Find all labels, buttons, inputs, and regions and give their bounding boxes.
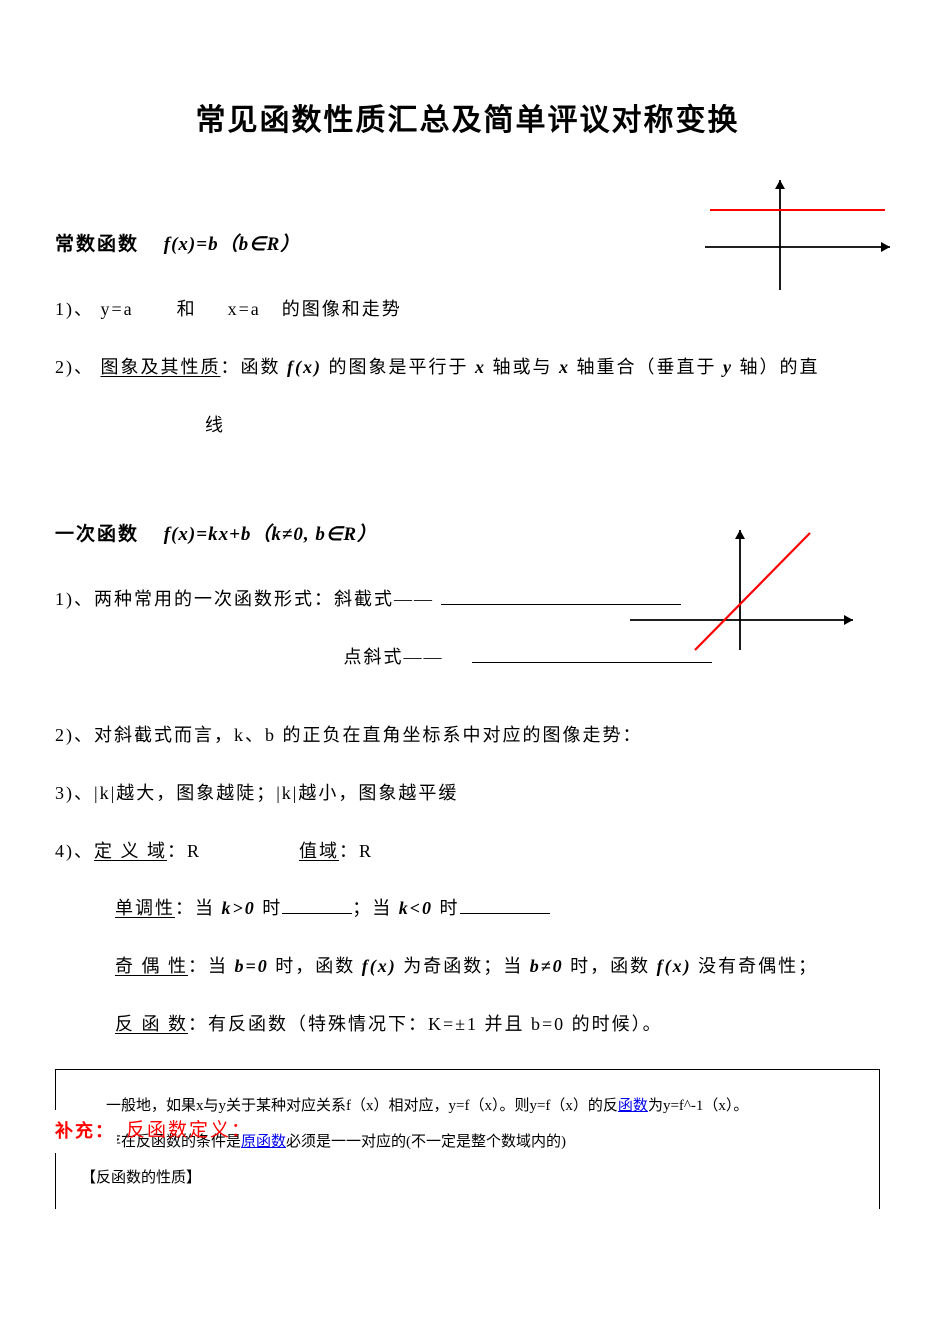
s2p1-prefix: 1)、 bbox=[55, 589, 94, 609]
section1-p2-cont: 线 bbox=[55, 407, 880, 445]
s2p4-domain-label: 定 义 域 bbox=[94, 841, 167, 861]
section2-p3: 3)、|k|越大，图象越陡；|k|越小，图象越平缓 bbox=[55, 775, 880, 813]
section2-p4-parity: 奇 偶 性：当 b=0 时，函数 f(x) 为奇函数；当 b≠0 时，函数 f(… bbox=[55, 948, 880, 986]
s2p4-prefix: 4)、 bbox=[55, 841, 94, 861]
s2p4-range-val: ：R bbox=[339, 841, 373, 861]
s1p2-c: 轴或与 bbox=[486, 357, 559, 377]
s2p4-inv-text: ：有反函数（特殊情况下：K=±1 并且 b=0 的时候）。 bbox=[188, 1014, 663, 1034]
s1p2-a: ：函数 bbox=[221, 357, 288, 377]
s2p1-text: 两种常用的一次函数形式：斜截式—— bbox=[94, 589, 434, 609]
section2-p4-domain: 4)、定 义 域：R 值域：R bbox=[55, 833, 880, 871]
s2p4-mono-k2: k<0 bbox=[399, 898, 433, 918]
s2p4-parity-c: 为奇函数；当 bbox=[397, 956, 530, 976]
s2p4-parity-fx2: f(x) bbox=[657, 956, 692, 976]
linear-function-graph bbox=[625, 525, 860, 655]
s2p2-text: 对斜截式而言，k、b 的正负在直角坐标系中对应的图像走势： bbox=[94, 725, 643, 745]
mono-blank1 bbox=[282, 896, 352, 914]
supplement-overlap-text: 反函数定义： bbox=[126, 1108, 252, 1154]
section1-formula: f(x)=b（b∈R） bbox=[164, 234, 301, 255]
s2p4-parity-b: 时，函数 bbox=[269, 956, 362, 976]
s1p2-label: 图象及其性质 bbox=[101, 357, 221, 377]
section2-p4-mono: 单调性：当 k>0 时 ；当 k<0 时 bbox=[55, 890, 880, 928]
s2p4-parity-e: 没有奇偶性； bbox=[692, 956, 819, 976]
s1p2-d: 轴重合（垂直于 bbox=[570, 357, 723, 377]
footer-l1-b: 为y=f^-1（x）。 bbox=[648, 1098, 749, 1114]
s2p4-mono-c: ；当 bbox=[352, 898, 399, 918]
section2-label: 一次函数 bbox=[55, 524, 139, 545]
constant-function-graph bbox=[695, 175, 895, 295]
section1-p2: 2)、 图象及其性质：函数 f(x) 的图象是平行于 x 轴或与 x 轴重合（垂… bbox=[55, 349, 880, 387]
footer-l2-b: 必须是一一对应的(不一定是整个数域内的) bbox=[286, 1134, 566, 1150]
s2p1b-label: 点斜式—— bbox=[344, 647, 444, 667]
s2p4-mono-label: 单调性 bbox=[115, 898, 175, 918]
s1p2-fx: f(x) bbox=[287, 357, 322, 377]
supplement-box: 补充： 反函数定义： 一般地，如果x与y关于某种对应关系f（x）相对应，y=f（… bbox=[55, 1069, 880, 1209]
s2p4-parity-b0: b=0 bbox=[235, 956, 269, 976]
s2p4-mono-b: 时 bbox=[256, 898, 283, 918]
page-title: 常见函数性质汇总及简单评议对称变换 bbox=[55, 95, 880, 139]
s2p3-prefix: 3)、 bbox=[55, 783, 94, 803]
s1p2-b: 的图象是平行于 bbox=[322, 357, 475, 377]
section2-formula: f(x)=kx+b（k≠0, b∈R） bbox=[164, 524, 377, 545]
s1p2-prefix: 2)、 bbox=[55, 357, 94, 377]
s2p4-parity-label: 奇 偶 性 bbox=[115, 956, 188, 976]
s2p3-text: |k|越大，图象越陡；|k|越小，图象越平缓 bbox=[94, 783, 458, 803]
s2p4-mono-a: ：当 bbox=[175, 898, 222, 918]
mono-blank2 bbox=[460, 896, 550, 914]
footer-line3: 【反函数的性质】 bbox=[81, 1160, 859, 1196]
section2-p2: 2)、对斜截式而言，k、b 的正负在直角坐标系中对应的图像走势： bbox=[55, 717, 880, 755]
s2p4-inv-label: 反 函 数 bbox=[115, 1014, 188, 1034]
s2p4-parity-bn0: b≠0 bbox=[530, 956, 564, 976]
section1-p1: 1)、 y=a 和 x=a 的图像和走势 bbox=[55, 291, 880, 329]
s2p4-parity-fx1: f(x) bbox=[362, 956, 397, 976]
s2p2-prefix: 2)、 bbox=[55, 725, 94, 745]
s1p2-e: 轴）的直 bbox=[733, 357, 820, 377]
s1p1-mid: 和 bbox=[177, 299, 197, 319]
s1p2-y: y bbox=[723, 357, 733, 377]
s1p1-ya: y=a bbox=[101, 299, 134, 319]
s2p4-parity-d: 时，函数 bbox=[564, 956, 657, 976]
s2p4-range-label: 值域 bbox=[299, 841, 339, 861]
s2p4-mono-d: 时 bbox=[433, 898, 460, 918]
s1p1-xa: x=a bbox=[228, 299, 261, 319]
section2-p4-inv: 反 函 数：有反函数（特殊情况下：K=±1 并且 b=0 的时候）。 bbox=[55, 1006, 880, 1044]
section1-label: 常数函数 bbox=[55, 234, 139, 255]
footer-l1-link[interactable]: 函数 bbox=[618, 1098, 648, 1114]
s2p4-mono-k1: k>0 bbox=[222, 898, 256, 918]
s2p4-parity-a: ：当 bbox=[188, 956, 235, 976]
s1p1-prefix: 1)、 bbox=[55, 299, 94, 319]
s1p2-x1: x bbox=[475, 357, 486, 377]
s1p2-x2: x bbox=[559, 357, 570, 377]
s1p1-tail: 的图像和走势 bbox=[282, 299, 402, 319]
supplement-label: 补充： bbox=[53, 1110, 117, 1153]
s2p4-domain-val: ：R bbox=[167, 841, 201, 861]
